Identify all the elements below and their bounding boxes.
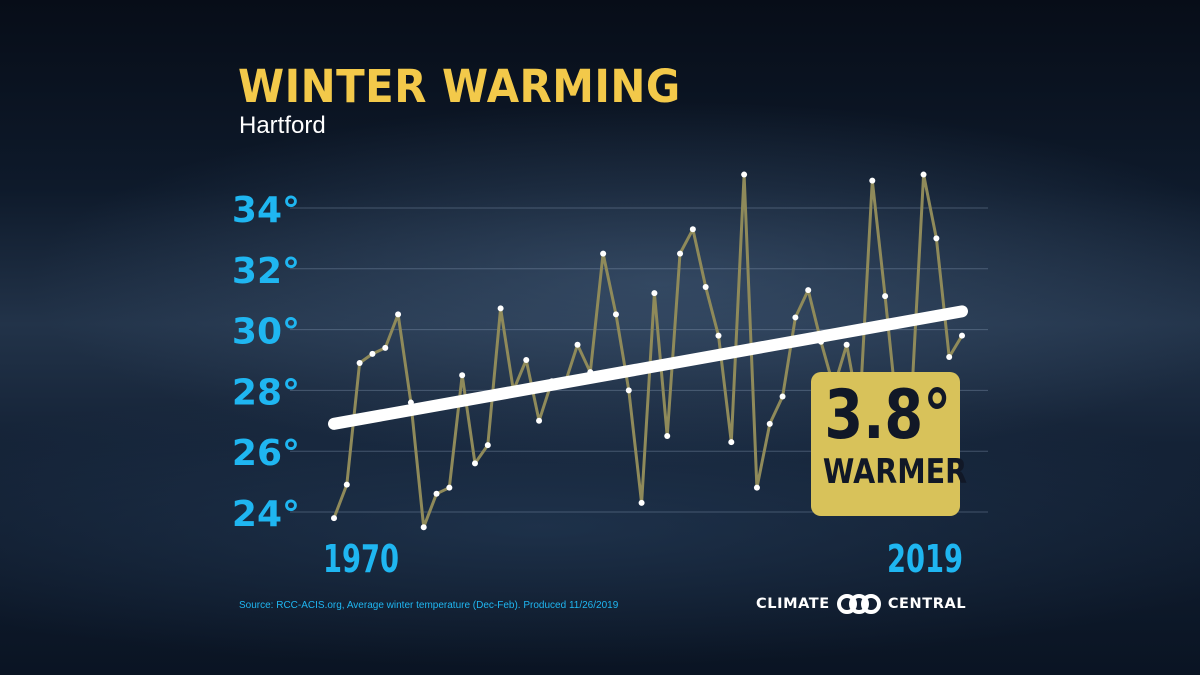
warming-badge: 3.8° WARMER: [811, 372, 968, 516]
data-point: [625, 387, 632, 394]
badge-label: WARMER: [822, 452, 968, 492]
y-tick-label: 34°: [232, 190, 300, 231]
data-point: [689, 226, 696, 233]
data-point: [869, 177, 876, 184]
source-note: Source: RCC-ACIS.org, Average winter tem…: [239, 600, 619, 611]
logo-text-climate: CLIMATE: [756, 596, 830, 612]
data-point: [395, 311, 402, 318]
data-point: [382, 344, 389, 351]
data-point: [677, 250, 684, 257]
data-point: [420, 524, 427, 531]
x-tick-label: 1970: [323, 537, 399, 581]
data-point: [946, 353, 953, 360]
chart-title: WINTER WARMING: [238, 60, 681, 113]
data-point: [702, 284, 709, 291]
trend-line: [328, 305, 968, 430]
y-tick-label: 32°: [232, 251, 300, 292]
data-point: [433, 490, 440, 497]
data-point: [356, 360, 363, 367]
y-tick-label: 28°: [232, 372, 300, 413]
data-point: [753, 484, 760, 491]
data-point: [715, 332, 722, 339]
data-point: [933, 235, 940, 242]
x-axis-labels: 1970 2019: [323, 537, 963, 581]
data-point: [574, 341, 581, 348]
data-point: [471, 460, 478, 467]
data-point: [331, 515, 337, 522]
y-axis-labels: 24° 26° 28° 30° 32° 34°: [232, 190, 300, 535]
climate-central-logo: CLIMATE CENTRAL: [756, 591, 966, 617]
y-tick-label: 24°: [232, 494, 300, 535]
data-point: [792, 314, 799, 321]
linked-circles-icon: [836, 594, 881, 614]
data-point: [882, 293, 889, 300]
data-point: [766, 420, 773, 427]
data-point: [638, 499, 645, 506]
logo-text-central: CENTRAL: [887, 596, 967, 612]
data-point: [741, 171, 748, 178]
data-point: [369, 350, 376, 357]
data-point: [920, 171, 927, 178]
data-point: [779, 393, 786, 400]
data-point: [805, 287, 812, 294]
data-point: [651, 290, 658, 297]
data-point: [523, 357, 530, 363]
data-point: [612, 311, 619, 318]
data-point: [536, 417, 543, 424]
x-tick-label: 2019: [887, 537, 963, 581]
data-point: [843, 341, 850, 348]
data-point: [600, 250, 607, 257]
data-point: [728, 439, 735, 446]
data-point: [484, 442, 491, 449]
trend-line-segment: [328, 305, 968, 430]
data-point: [664, 433, 671, 439]
chart-subtitle: Hartford: [239, 112, 326, 139]
data-point: [446, 484, 453, 491]
data-point: [459, 372, 466, 379]
y-tick-label: 30°: [232, 312, 300, 353]
badge-value: 3.8°: [824, 376, 952, 455]
data-point: [959, 332, 965, 339]
data-point: [343, 481, 350, 488]
y-tick-label: 26°: [232, 433, 300, 474]
data-point: [497, 305, 504, 312]
